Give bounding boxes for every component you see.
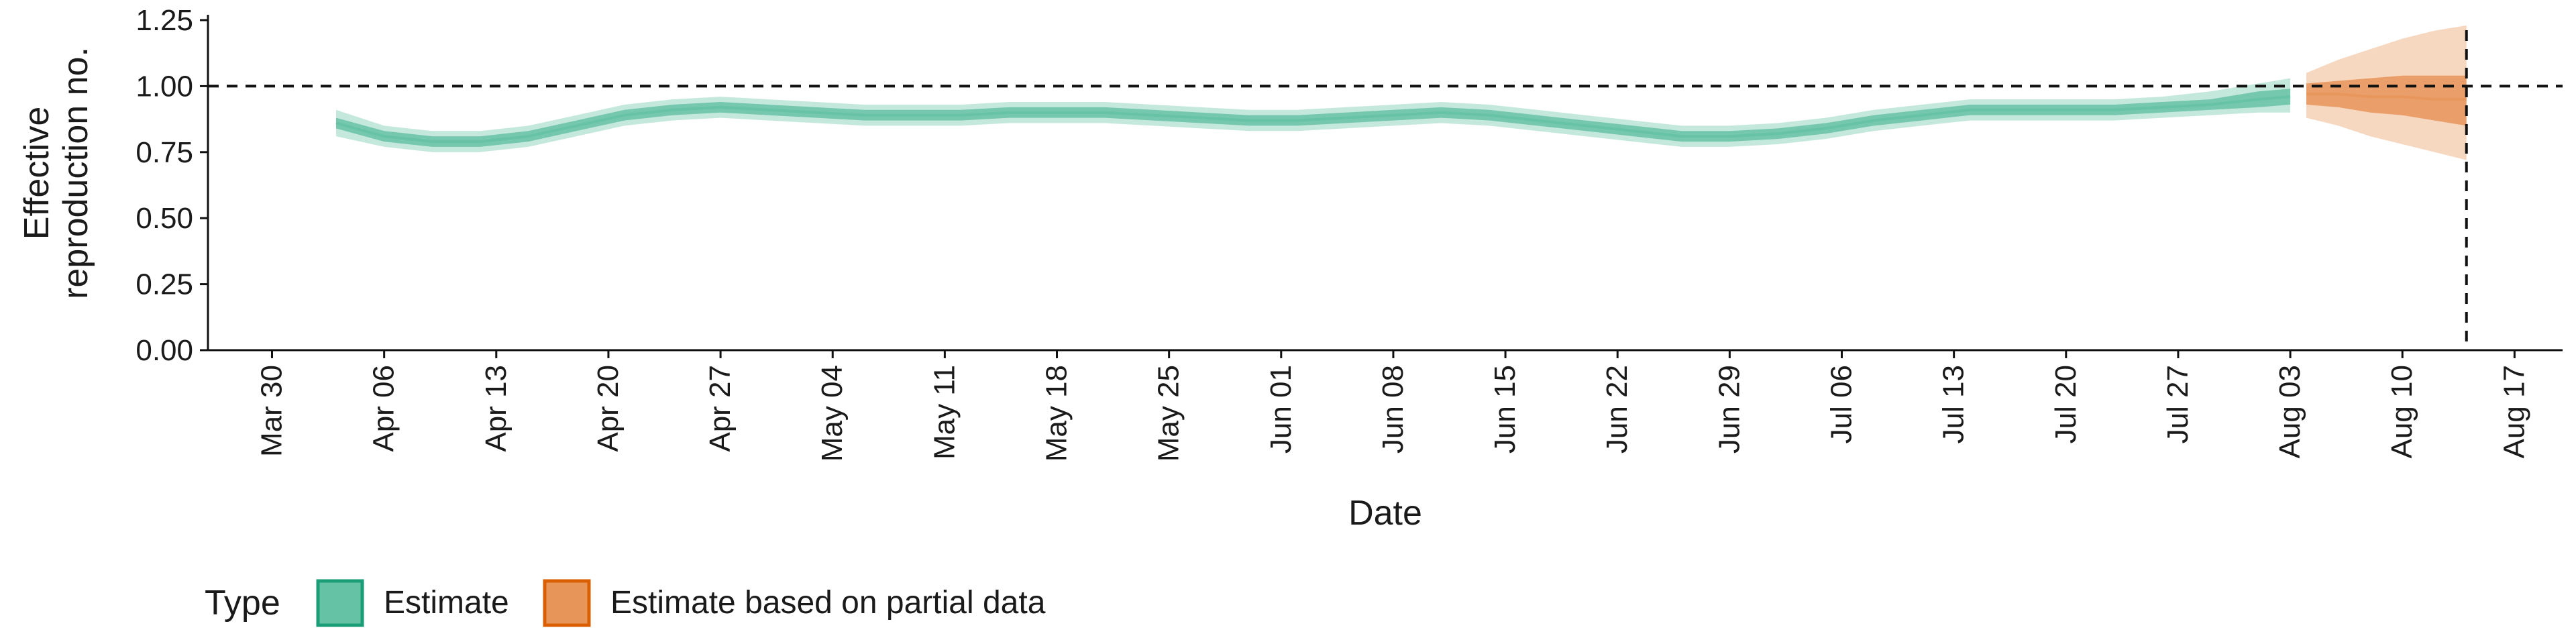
x-tick-label: Apr 13: [480, 365, 513, 452]
x-axis-ticks: Mar 30 Apr 06 Apr 13 Apr 20 Apr 27 May 04 May …: [256, 350, 2530, 462]
x-tick-label: Apr 20: [592, 365, 625, 452]
legend-label-estimate: Estimate: [384, 585, 509, 621]
x-tick-label: May 18: [1040, 365, 1073, 462]
x-tick-label: Jul 06: [1825, 365, 1858, 443]
estimate-bands: [335, 25, 2467, 160]
y-tick-label: 1.25: [136, 4, 193, 37]
y-tick-label: 0.75: [136, 136, 193, 169]
reference-lines: [208, 30, 2563, 350]
legend: Type Estimate Estimate based on partial …: [205, 579, 1046, 627]
x-tick-label: Jun 01: [1265, 365, 1297, 453]
x-axis-title: Date: [1348, 494, 1422, 533]
axes: [207, 15, 2563, 352]
x-tick-label: Apr 06: [368, 365, 400, 452]
x-tick-label: Aug 17: [2498, 365, 2530, 458]
x-tick-label: Jul 27: [2161, 365, 2194, 443]
y-tick-label: 1.00: [136, 70, 193, 103]
y-tick-label: 0.50: [136, 202, 193, 235]
estimate-median-line: [335, 95, 2291, 144]
x-tick-label: Apr 27: [704, 365, 737, 452]
x-tick-label: Jul 13: [1937, 365, 1970, 443]
x-tick-label: Jun 08: [1377, 365, 1409, 453]
x-tick-label: Aug 10: [2385, 365, 2418, 458]
y-axis-title-line-2: reproduction no.: [56, 47, 95, 299]
x-tick-label: Mar 30: [256, 365, 288, 457]
y-axis-title: Effective reproduction no.: [17, 47, 95, 299]
x-tick-label: Jul 20: [2049, 365, 2082, 443]
legend-swatch-estimate: [316, 579, 364, 627]
partial-inner-band: [2306, 75, 2467, 126]
x-tick-label: May 25: [1152, 365, 1185, 462]
x-tick-label: Jun 22: [1601, 365, 1633, 453]
legend-swatch-partial: [543, 579, 591, 627]
y-axis-ticks: 0.00 0.25 0.50 0.75 1.00 1.25: [136, 4, 208, 367]
y-tick-label: 0.25: [136, 268, 193, 301]
x-tick-label: May 04: [816, 365, 849, 462]
legend-label-partial: Estimate based on partial data: [610, 585, 1046, 621]
x-tick-label: May 11: [928, 365, 961, 460]
legend-title: Type: [205, 584, 280, 623]
x-tick-label: Aug 03: [2273, 365, 2306, 458]
y-axis-title-line-1: Effective: [17, 107, 56, 239]
partial-median-line: [2306, 93, 2467, 101]
x-tick-label: Jun 15: [1489, 365, 1521, 453]
y-tick-label: 0.00: [136, 334, 193, 367]
x-tick-label: Jun 29: [1713, 365, 1746, 453]
